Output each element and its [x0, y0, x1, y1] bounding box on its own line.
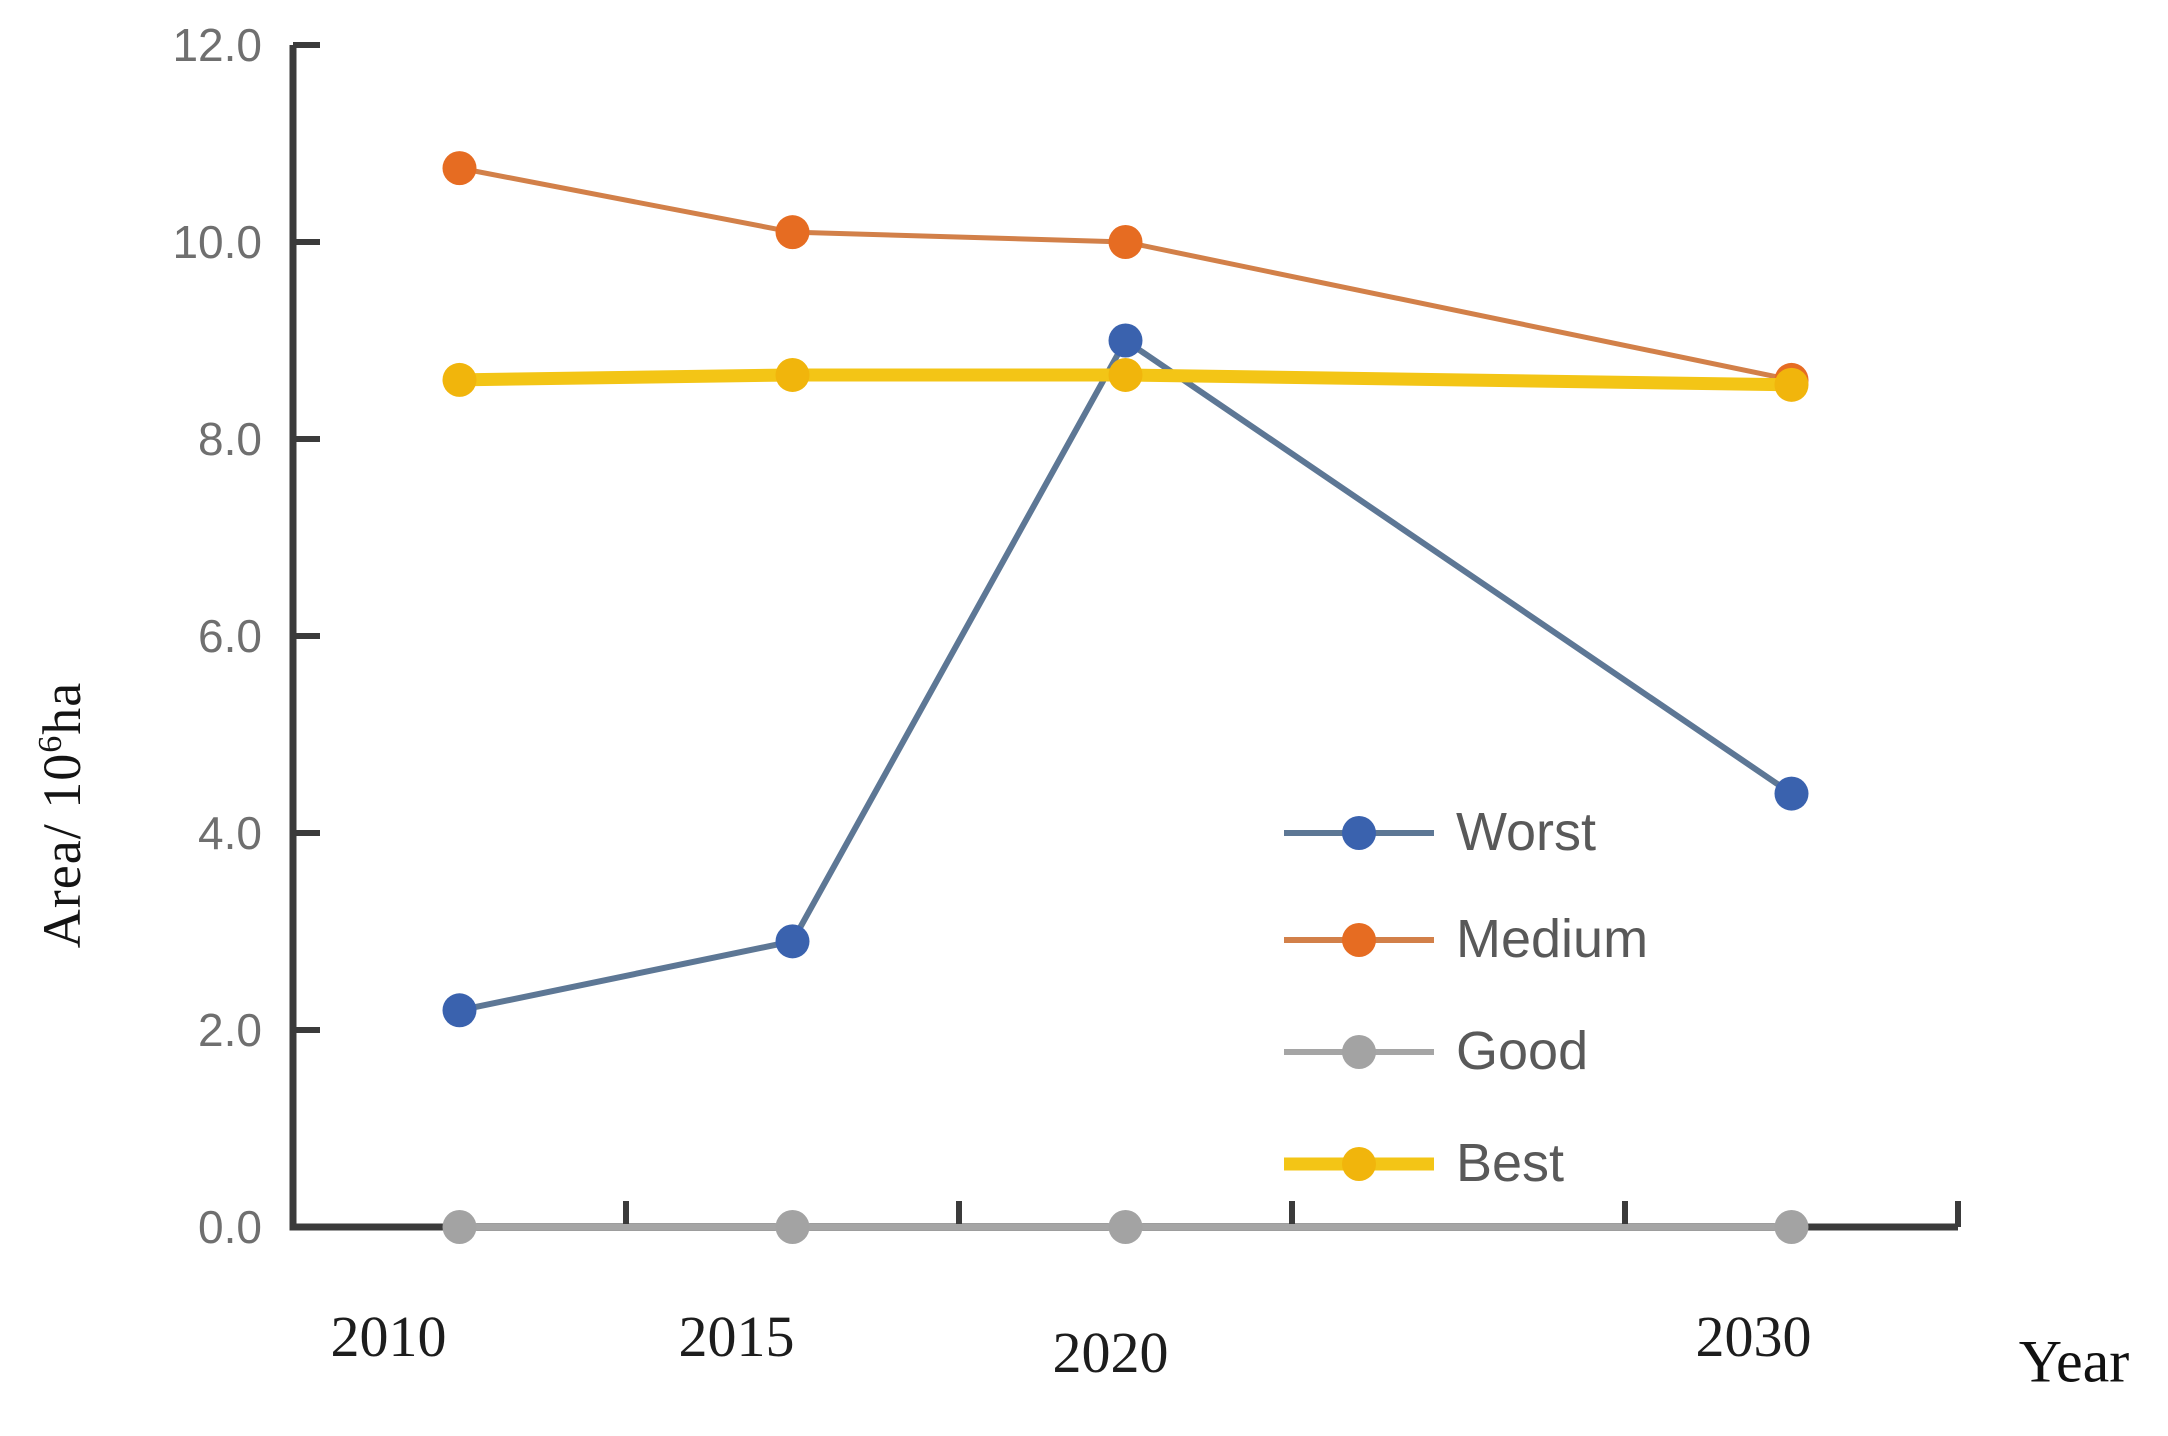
series-marker-worst-2020 — [1108, 323, 1143, 358]
axis-lines — [289, 45, 1958, 1231]
x-tick-label-2015: 2015 — [679, 1304, 795, 1369]
y-tick-label-6.0: 6.0 — [198, 610, 262, 662]
y-axis-title-superscript: 6 — [32, 734, 69, 753]
series-marker-worst-2010 — [442, 993, 477, 1028]
legend-medium-label: Medium — [1456, 909, 1648, 969]
legend-good-label: Good — [1456, 1021, 1588, 1081]
legend-medium-marker — [1342, 923, 1376, 957]
x-tick-label-2030: 2030 — [1696, 1304, 1812, 1369]
legend-best-label: Best — [1456, 1133, 1564, 1193]
series-marker-medium-2015 — [775, 215, 810, 250]
series-marker-good-2010 — [442, 1210, 477, 1244]
y-tick-label-8.0: 8.0 — [198, 413, 262, 465]
series-line-best — [453, 368, 1798, 392]
y-tick-label-10.0: 10.0 — [172, 216, 262, 268]
y-tick-label-12.0: 12.0 — [172, 19, 262, 71]
series-marker-good-2030 — [1774, 1210, 1809, 1244]
series-line-medium — [457, 165, 1794, 383]
y-axis-title: Area/ 106ha — [32, 681, 92, 949]
series-marker-best-2010 — [442, 362, 477, 397]
legend-best-marker — [1342, 1147, 1376, 1181]
series-marker-best-2020 — [1108, 357, 1143, 392]
y-tick-label-4.0: 4.0 — [198, 807, 262, 859]
series-marker-best-2030 — [1774, 367, 1809, 402]
y-tick-label-0.0: 0.0 — [198, 1201, 262, 1253]
series-marker-worst-2015 — [775, 924, 810, 959]
legend-worst-marker — [1342, 816, 1376, 850]
series-marker-good-2015 — [775, 1210, 810, 1244]
x-tick-label-2010: 2010 — [331, 1304, 447, 1369]
y-tick-label-2.0: 2.0 — [198, 1004, 262, 1056]
legend-worst-label: Worst — [1456, 802, 1596, 862]
series-marker-best-2015 — [775, 357, 810, 392]
series-marker-good-2020 — [1108, 1210, 1143, 1244]
legend-good-marker — [1342, 1035, 1376, 1069]
series-marker-worst-2030 — [1774, 776, 1809, 811]
x-tick-label-2020: 2020 — [1053, 1320, 1169, 1385]
series-marker-medium-2010 — [442, 151, 477, 186]
series-line-worst — [456, 336, 1795, 1014]
series-marker-medium-2020 — [1108, 225, 1143, 259]
x-axis-title: Year — [2018, 1328, 2130, 1395]
